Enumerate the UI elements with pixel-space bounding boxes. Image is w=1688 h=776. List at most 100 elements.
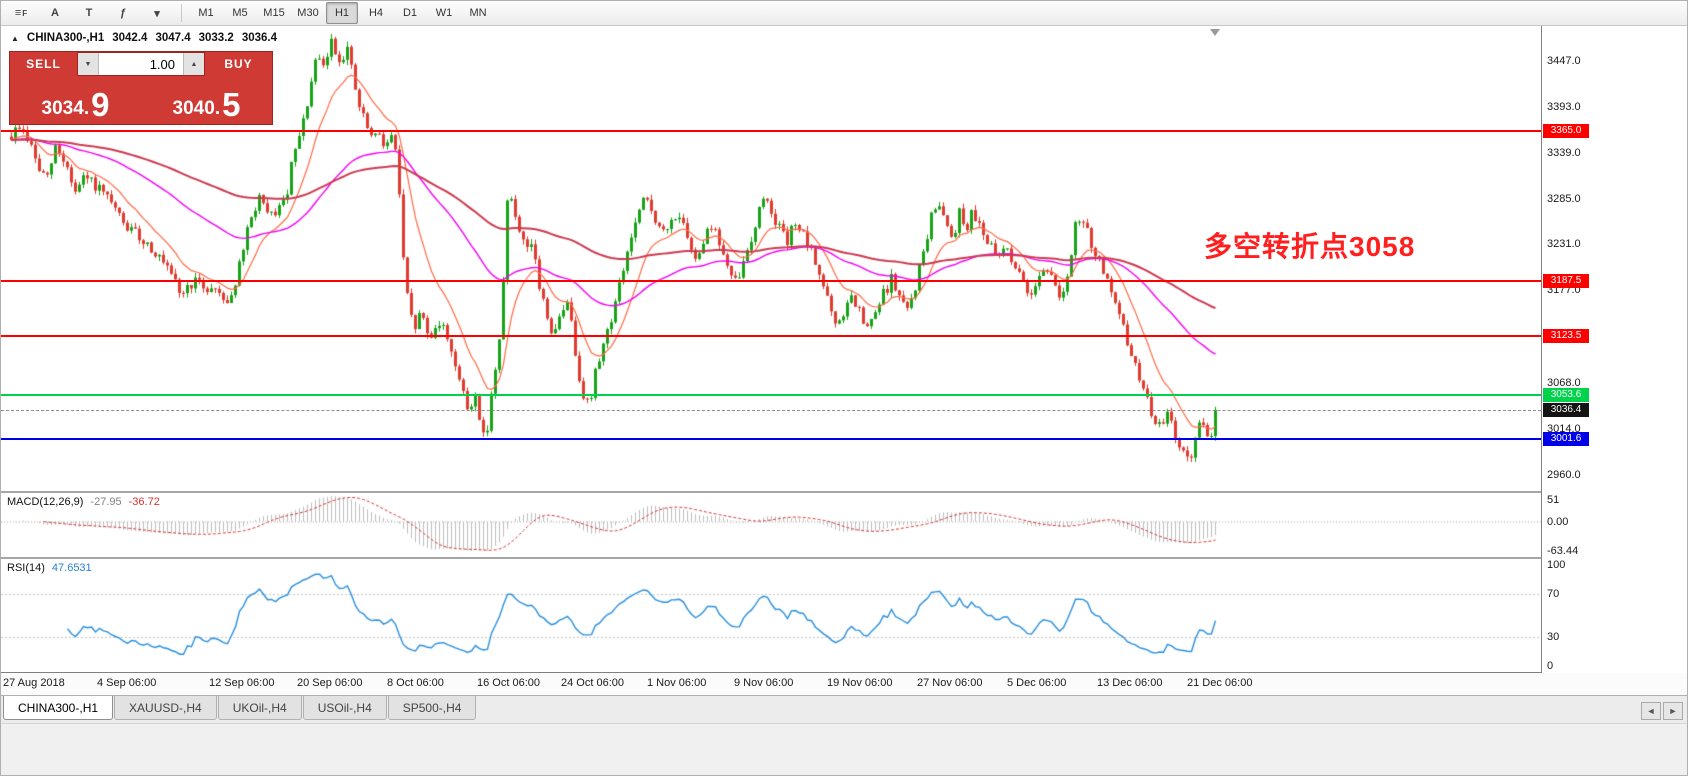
chart-tab[interactable]: SP500-,H4 <box>387 696 477 720</box>
timeframe-m5[interactable]: M5 <box>232 7 248 19</box>
chart-profile-icon[interactable]: ≡ F <box>14 7 28 19</box>
axis-separator <box>1 672 1687 673</box>
macd-label-line: MACD(12,26,9) -27.95 -36.72 <box>7 496 167 508</box>
symbol-ohlc-line: ▲ CHINA300-,H1 3042.4 3047.4 3033.2 3036… <box>11 32 277 44</box>
time-axis-label: 27 Nov 06:00 <box>917 677 983 689</box>
timeframe-w1[interactable]: W1 <box>435 7 453 19</box>
tab-scroll-buttons: ◄ ► <box>1641 702 1683 720</box>
time-axis-label: 27 Aug 2018 <box>3 677 65 689</box>
price-axis-label: 3014.0 <box>1547 422 1581 435</box>
horizontal-line <box>1 129 1541 132</box>
chart-tab[interactable]: UKOil-,H4 <box>217 696 302 720</box>
time-axis-label: 5 Dec 06:00 <box>1007 677 1067 689</box>
macd-signal-value: -36.72 <box>128 496 160 508</box>
rsi-indicator-canvas[interactable] <box>1 559 1541 672</box>
timeframe-m30[interactable]: M30 <box>297 7 319 19</box>
chart-tab[interactable]: CHINA300-,H1 <box>3 696 114 720</box>
ohlc-low: 3033.2 <box>198 32 234 44</box>
toolbar-separator <box>181 4 182 22</box>
horizontal-line <box>1 394 1541 397</box>
time-axis-label: 4 Sep 06:00 <box>97 677 157 689</box>
timeframe-mn[interactable]: MN <box>469 7 487 19</box>
one-click-trading-panel: SELL ▼ ▲ BUY 3034. 9 3040. 5 <box>9 51 273 125</box>
timeframe-m1[interactable]: M1 <box>198 7 214 19</box>
timeframe-m15[interactable]: M15 <box>263 7 285 19</box>
panel-separator[interactable] <box>1 491 1687 493</box>
horizontal-line <box>1 280 1541 283</box>
current-price-badge: 3036.4 <box>1543 402 1589 417</box>
sell-button[interactable]: SELL <box>26 57 61 71</box>
price-axis-label: 3068.0 <box>1547 377 1581 390</box>
time-axis-label: 19 Nov 06:00 <box>827 677 893 689</box>
price-axis-label: 2960.0 <box>1547 468 1581 481</box>
rsi-axis-label: 100 <box>1547 559 1566 571</box>
indicators-icon[interactable]: ƒ <box>119 7 127 19</box>
time-axis-label: 1 Nov 06:00 <box>647 677 707 689</box>
tab-scroll-right-icon[interactable]: ► <box>1663 702 1683 720</box>
timeframe-d1[interactable]: D1 <box>402 7 418 19</box>
timeframe-h1[interactable]: H1 <box>326 2 358 24</box>
chart-tab-bar: CHINA300-,H1 XAUUSD-,H4 UKOil-,H4 USOil-,H4… <box>1 695 1687 723</box>
chevron-down-icon[interactable]: ▾ <box>154 7 160 20</box>
time-axis-label: 20 Sep 06:00 <box>297 677 363 689</box>
symbol-name: CHINA300-,H1 <box>26 32 105 44</box>
tab-scroll-left-icon[interactable]: ◄ <box>1641 702 1661 720</box>
price-axis-label: 3231.0 <box>1547 238 1581 251</box>
time-axis-label: 8 Oct 06:00 <box>387 677 444 689</box>
macd-axis-label: 51 <box>1547 494 1560 506</box>
current-price-line <box>1 409 1541 411</box>
rsi-name: RSI(14) <box>7 562 45 574</box>
price-axis[interactable]: 3447.03393.03339.03285.03231.03177.03123… <box>1541 26 1687 673</box>
macd-indicator-canvas[interactable] <box>1 493 1541 557</box>
time-axis-label: 12 Sep 06:00 <box>209 677 275 689</box>
horizontal-line <box>1 334 1541 337</box>
timeframe-h4[interactable]: H4 <box>368 7 384 19</box>
time-axis-label: 9 Nov 06:00 <box>734 677 794 689</box>
volume-spinner: ▼ ▲ <box>77 52 205 76</box>
letter-a-icon[interactable]: A <box>51 7 59 19</box>
text-label-icon[interactable]: T <box>85 7 93 19</box>
time-axis-label: 21 Dec 06:00 <box>1187 677 1253 689</box>
rsi-axis-label: 70 <box>1547 588 1560 601</box>
time-axis-label: 13 Dec 06:00 <box>1097 677 1163 689</box>
ohlc-close: 3036.4 <box>241 32 277 44</box>
time-axis[interactable]: 27 Aug 2018 4 Sep 06:00 12 Sep 06:00 20 Sep… <box>1 673 1687 695</box>
price-badge: 3123.5 <box>1543 328 1589 343</box>
macd-axis-label: 0.00 <box>1547 515 1569 528</box>
volume-increase-button[interactable]: ▲ <box>183 53 204 75</box>
rsi-axis-label: 0 <box>1547 660 1554 672</box>
chart-tab[interactable]: USOil-,H4 <box>302 696 387 720</box>
panel-separator[interactable] <box>1 557 1687 559</box>
volume-decrease-button[interactable]: ▼ <box>78 53 99 75</box>
price-axis-label: 3339.0 <box>1547 146 1581 159</box>
price-axis-label: 3447.0 <box>1547 54 1581 67</box>
price-badge: 3187.5 <box>1543 274 1589 289</box>
symbol-arrow-icon: ▲ <box>11 33 19 43</box>
rsi-axis-label: 30 <box>1547 630 1560 643</box>
macd-name: MACD(12,26,9) <box>7 496 84 508</box>
price-badge: 3001.6 <box>1543 432 1589 447</box>
ohlc-high: 3047.4 <box>155 32 191 44</box>
chart-tab[interactable]: XAUUSD-,H4 <box>114 696 217 720</box>
chart-shift-icon[interactable] <box>1210 29 1220 36</box>
tab-strip: CHINA300-,H1 XAUUSD-,H4 UKOil-,H4 USOil-,H4… <box>3 696 477 720</box>
time-axis-label: 24 Oct 06:00 <box>561 677 624 689</box>
macd-axis-label: -63.44 <box>1547 545 1579 557</box>
buy-button[interactable]: BUY <box>224 57 253 71</box>
macd-value: -27.95 <box>90 496 122 508</box>
window-background <box>1 723 1687 775</box>
price-axis-label: 3393.0 <box>1547 100 1581 113</box>
sell-price[interactable]: 3034. 9 <box>41 85 110 123</box>
rsi-label-line: RSI(14) 47.6531 <box>7 562 99 574</box>
buy-price[interactable]: 3040. 5 <box>172 85 241 123</box>
time-axis-label: 16 Oct 06:00 <box>477 677 540 689</box>
horizontal-line <box>1 438 1541 441</box>
timeframe-toolbar: M1 M5 M15 M30 H1 H4 D1 W1 MN <box>190 2 494 24</box>
chart-annotation: 多空转折点3058 <box>1204 231 1416 262</box>
price-badge: 3365.0 <box>1543 123 1589 138</box>
volume-input[interactable] <box>99 53 183 75</box>
price-badge: 3053.6 <box>1543 388 1589 403</box>
